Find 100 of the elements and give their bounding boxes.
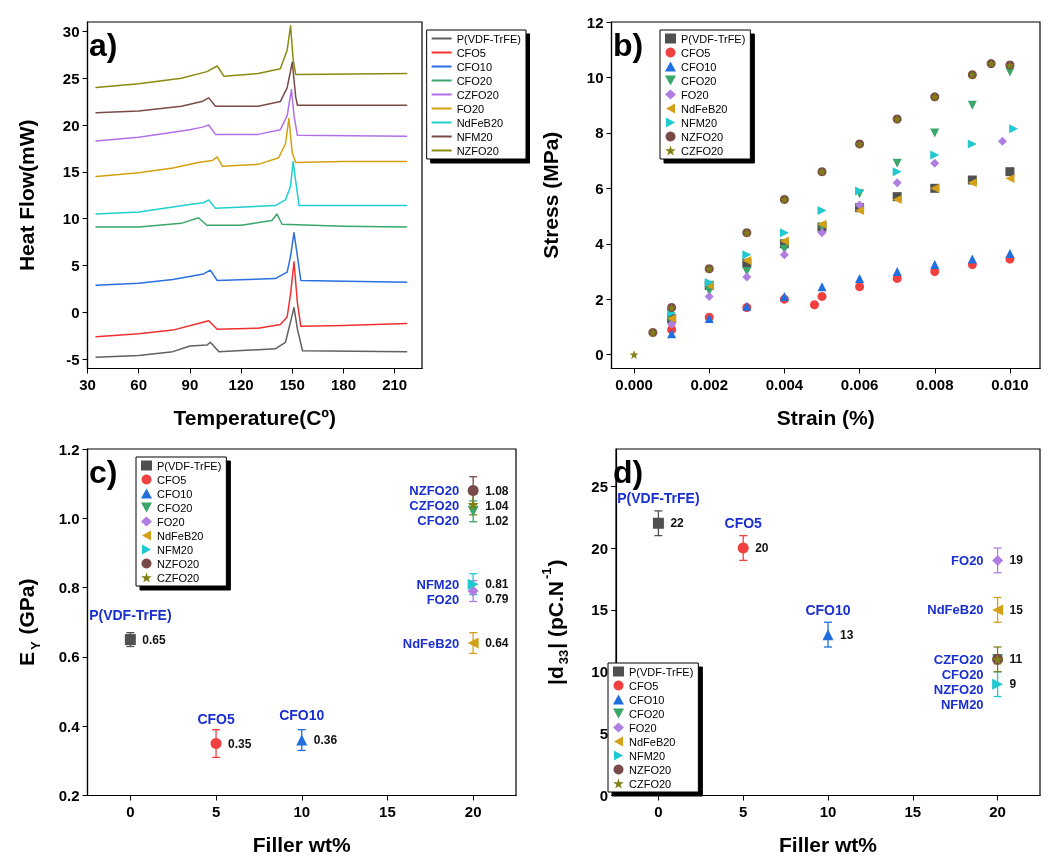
data-label: 0.35: [228, 736, 252, 751]
x-tick-label: 5: [739, 802, 748, 820]
x-axis-title: Strain (%): [776, 406, 875, 429]
y-tick-label: -5: [66, 350, 80, 368]
legend-label: CFO20: [681, 74, 717, 87]
x-axis-title: Filler wt%: [778, 833, 878, 856]
data-label: 9: [1009, 677, 1017, 692]
legend-label: FO20: [157, 515, 185, 528]
chart-title: a): [89, 27, 118, 63]
x-tick-label: 0.006: [840, 375, 879, 393]
x-tick-label: 210: [382, 375, 408, 393]
legend-label: NdFeB20: [157, 529, 204, 542]
x-tick-label: 0.004: [765, 375, 804, 393]
data-label: 20: [755, 541, 769, 555]
legend-label: NFM20: [157, 543, 194, 556]
y-tick-label: 10: [591, 663, 608, 681]
annotation: CFO20: [941, 666, 984, 682]
legend-label: NZFO20: [157, 557, 200, 570]
y-tick-label: 0.6: [58, 648, 80, 666]
y-tick-label: 10: [586, 68, 604, 86]
y-tick-label: 1.0: [58, 509, 80, 527]
legend-label: CFO10: [629, 693, 665, 706]
legend-label: NdFeB20: [456, 116, 504, 129]
y-tick-label: 12: [586, 13, 604, 31]
legend-label: CFO5: [681, 46, 711, 59]
y-tick-label: 20: [62, 116, 80, 134]
x-tick-label: 15: [904, 802, 922, 820]
legend-label: CFO20: [157, 501, 193, 514]
legend-label: CZFO20: [456, 88, 499, 101]
x-axis-title: Temperature(Cº): [173, 406, 336, 429]
annotation: CFO5: [197, 710, 235, 727]
legend-label: P(VDF-TrFE): [681, 32, 746, 45]
legend-label: CFO5: [157, 473, 187, 486]
x-tick-label: 0.002: [690, 375, 728, 393]
data-label: 1.08: [485, 483, 509, 498]
y-tick-label: 1.2: [58, 440, 80, 458]
legend-label: P(VDF-TrFE): [157, 459, 222, 472]
annotation: FO20: [951, 552, 984, 568]
y-tick-label: 4: [595, 235, 605, 253]
annotation: CFO20: [417, 513, 460, 529]
y-tick-label: 0: [595, 346, 604, 364]
data-label: 0.64: [485, 636, 509, 651]
y-tick-label: 20: [591, 539, 608, 557]
y-tick-label: 8: [595, 124, 604, 142]
legend-label: CFO5: [456, 46, 486, 59]
x-tick-label: 10: [819, 802, 837, 820]
data-label: 13: [840, 627, 854, 642]
annotation: NdFeB20: [402, 635, 460, 651]
y-tick-label: 30: [62, 22, 80, 40]
legend-label: CFO5: [629, 679, 659, 692]
legend-label: NZFO20: [629, 763, 672, 776]
legend-label: NdFeB20: [629, 735, 676, 748]
y-tick-label: 10: [62, 210, 80, 228]
annotation: CFO5: [724, 515, 763, 531]
y-tick-label: 0.4: [58, 717, 81, 735]
y-tick-label: 0.8: [58, 579, 80, 597]
chart-title: b): [613, 27, 644, 63]
annotation: NFM20: [416, 576, 460, 592]
x-tick-label: 5: [211, 802, 221, 820]
legend-label: P(VDF-TrFE): [456, 32, 521, 45]
x-tick-label: 20: [989, 802, 1006, 820]
x-tick-label: 0.000: [615, 375, 653, 393]
annotation: CZFO20: [409, 498, 460, 514]
data-label: 1.02: [485, 513, 509, 528]
annotation: P(VDF-TrFE): [617, 490, 700, 507]
legend-label: CZFO20: [629, 777, 672, 790]
legend-label: FO20: [456, 102, 485, 115]
y-tick-label: 15: [591, 601, 608, 619]
legend-label: NZFO20: [681, 130, 724, 143]
legend-label: FO20: [629, 721, 657, 734]
x-tick-label: 0.010: [991, 375, 1029, 393]
legend-label: NFM20: [681, 116, 718, 129]
legend-label: CZFO20: [681, 144, 724, 157]
legend-label: CFO20: [456, 74, 493, 87]
y-tick-label: 0: [71, 303, 80, 321]
legend-label: NdFeB20: [681, 102, 728, 115]
legend-label: NFM20: [629, 749, 666, 762]
x-tick-label: 0: [126, 802, 135, 820]
legend-label: CFO10: [456, 60, 493, 73]
x-tick-label: 0: [654, 802, 663, 820]
annotation: FO20: [426, 591, 460, 607]
y-tick-label: 2: [595, 290, 604, 308]
y-tick-label: 6: [595, 179, 604, 197]
x-tick-label: 150: [279, 375, 305, 393]
legend-label: CZFO20: [157, 571, 200, 584]
legend-label: NFM20: [456, 130, 493, 143]
y-tick-label: 25: [62, 69, 80, 87]
data-label: 0.79: [485, 592, 509, 607]
y-tick-label: 25: [591, 477, 608, 495]
x-tick-label: 20: [464, 802, 482, 820]
annotation: CZFO20: [933, 651, 984, 667]
annotation: CFO10: [805, 601, 851, 618]
x-tick-label: 15: [379, 802, 396, 820]
y-tick-label: 5: [599, 725, 608, 743]
chart-title: c): [89, 454, 118, 490]
annotation: NZFO20: [409, 483, 460, 499]
annotation: NdFeB20: [927, 602, 984, 618]
annotation: NFM20: [940, 696, 984, 712]
legend-label: FO20: [681, 88, 709, 101]
data-label: 0.36: [313, 733, 338, 748]
